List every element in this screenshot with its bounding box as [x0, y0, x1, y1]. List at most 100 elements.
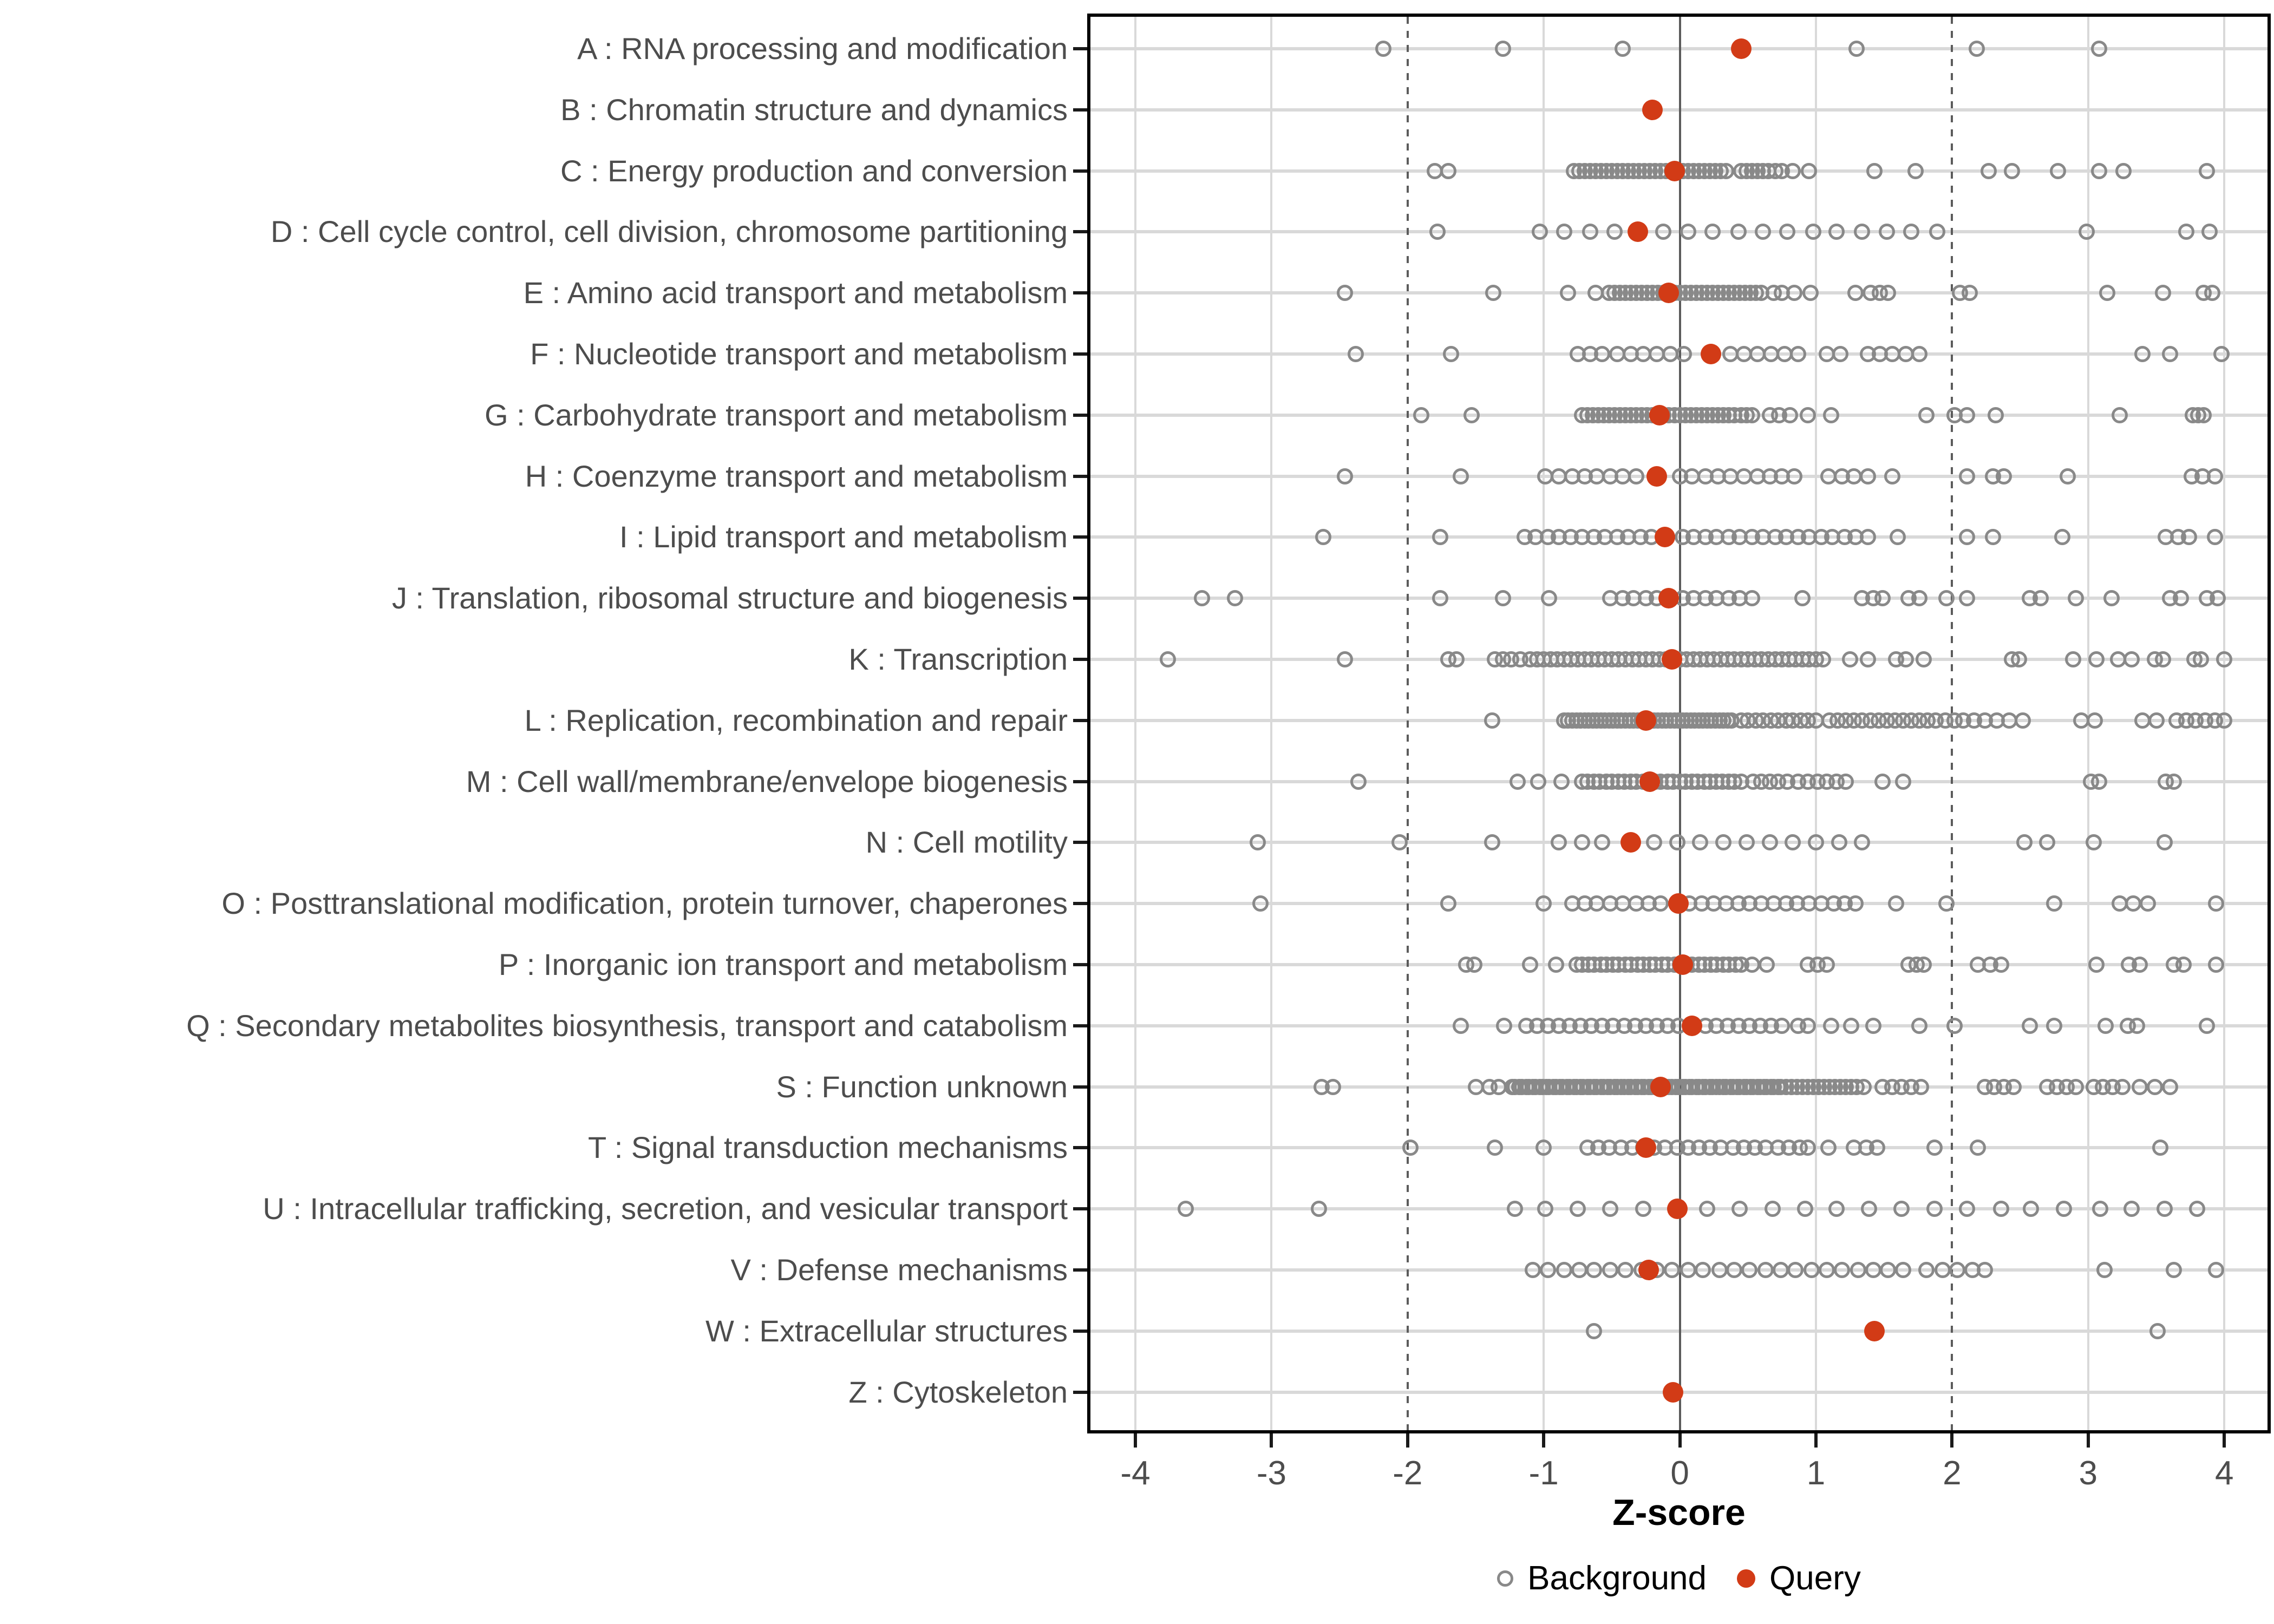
background-point [2178, 224, 2194, 240]
background-point [1962, 285, 1978, 302]
background-point [1992, 957, 2009, 973]
background-point [1981, 162, 1997, 179]
background-point [1582, 224, 1598, 240]
background-point [2175, 957, 2192, 973]
background-point [1801, 162, 1818, 179]
background-point [2208, 957, 2225, 973]
background-point [1663, 1262, 1680, 1278]
dashed-reference-line [1406, 17, 1409, 1430]
background-point [1865, 1262, 1881, 1278]
background-point [1828, 1201, 1845, 1217]
background-point [2204, 285, 2220, 302]
background-point [1485, 285, 1502, 302]
background-point [2180, 529, 2197, 546]
background-point [1531, 224, 1548, 240]
category-label-D: D : Cell cycle control, cell division, c… [270, 214, 1068, 249]
background-point [2134, 346, 2151, 362]
background-point [1984, 529, 2001, 546]
background-point [1507, 1201, 1524, 1217]
background-point [1429, 224, 1446, 240]
y-tick-mark [1073, 841, 1087, 844]
background-point [1859, 651, 1876, 667]
legend-item-background: Background [1497, 1559, 1707, 1597]
background-point [1847, 285, 1864, 302]
query-point [1664, 160, 1685, 181]
background-point [1375, 41, 1391, 57]
background-point [1560, 285, 1577, 302]
y-tick-mark [1073, 597, 1087, 600]
background-point [2201, 224, 2218, 240]
background-point [1743, 957, 1760, 973]
background-point [1959, 468, 1976, 484]
background-point [1847, 895, 1864, 912]
background-point [1759, 957, 1775, 973]
background-point [2216, 712, 2233, 729]
background-point [1432, 529, 1449, 546]
background-point [1786, 285, 1802, 302]
background-point [2010, 651, 2027, 667]
background-point [2023, 1201, 2040, 1217]
background-point [1337, 651, 1354, 667]
background-point [1968, 41, 1985, 57]
x-tick-label: 1 [1806, 1455, 1826, 1492]
background-point [1946, 1017, 1963, 1034]
background-point [1160, 651, 1177, 667]
background-point [2216, 651, 2233, 667]
background-point [2085, 834, 2102, 851]
filled-circle-icon [1737, 1569, 1756, 1588]
background-point [2146, 1078, 2163, 1095]
background-point [2188, 1201, 2205, 1217]
background-point [1894, 773, 1911, 790]
background-point [1718, 162, 1735, 179]
background-point [1938, 895, 1955, 912]
background-point [2155, 285, 2172, 302]
background-point [2166, 1262, 2182, 1278]
background-point [1711, 1262, 1728, 1278]
plot-panel [1087, 14, 2271, 1433]
background-point [2050, 162, 2067, 179]
background-point [1854, 224, 1871, 240]
background-point [1787, 1262, 1804, 1278]
background-point [2161, 1078, 2178, 1095]
background-point [2123, 1201, 2140, 1217]
category-label-I: I : Lipid transport and metabolism [619, 520, 1068, 554]
background-point [1539, 1262, 1556, 1278]
background-point [2046, 895, 2062, 912]
category-label-W: W : Extracellular structures [705, 1313, 1068, 1348]
background-point [1757, 1262, 1774, 1278]
background-point [1466, 957, 1482, 973]
background-point [1484, 712, 1500, 729]
y-tick-mark [1073, 902, 1087, 906]
category-label-K: K : Transcription [848, 642, 1068, 676]
background-point [1911, 1017, 1928, 1034]
background-point [1970, 1140, 1987, 1156]
y-tick-mark [1073, 658, 1087, 661]
background-point [2090, 773, 2107, 790]
query-point [1663, 1381, 1684, 1403]
category-label-G: G : Carbohydrate transport and metabolis… [485, 397, 1068, 432]
background-point [1820, 1140, 1837, 1156]
background-point [1178, 1201, 1194, 1217]
background-point [1992, 1201, 2009, 1217]
background-point [1692, 834, 1709, 851]
x-tick-label: 3 [2079, 1455, 2098, 1492]
background-point [2096, 1262, 2113, 1278]
background-point [1959, 1201, 1976, 1217]
background-point [2156, 1201, 2173, 1217]
query-point [1672, 954, 1693, 975]
y-tick-mark [1073, 47, 1087, 50]
vertical-gridline [1543, 17, 1545, 1430]
vertical-gridline [1134, 17, 1136, 1430]
background-point [2161, 346, 2178, 362]
query-point [1627, 221, 1648, 243]
background-point [1741, 1262, 1757, 1278]
query-point [1682, 1015, 1703, 1036]
background-point [1850, 1262, 1866, 1278]
background-point [1934, 1262, 1951, 1278]
query-point [1649, 404, 1670, 425]
category-label-V: V : Defense mechanisms [730, 1253, 1068, 1287]
background-point [1764, 1201, 1781, 1217]
x-tick-mark [1406, 1433, 1409, 1448]
background-point [2132, 1078, 2148, 1095]
background-point [2021, 1017, 2038, 1034]
